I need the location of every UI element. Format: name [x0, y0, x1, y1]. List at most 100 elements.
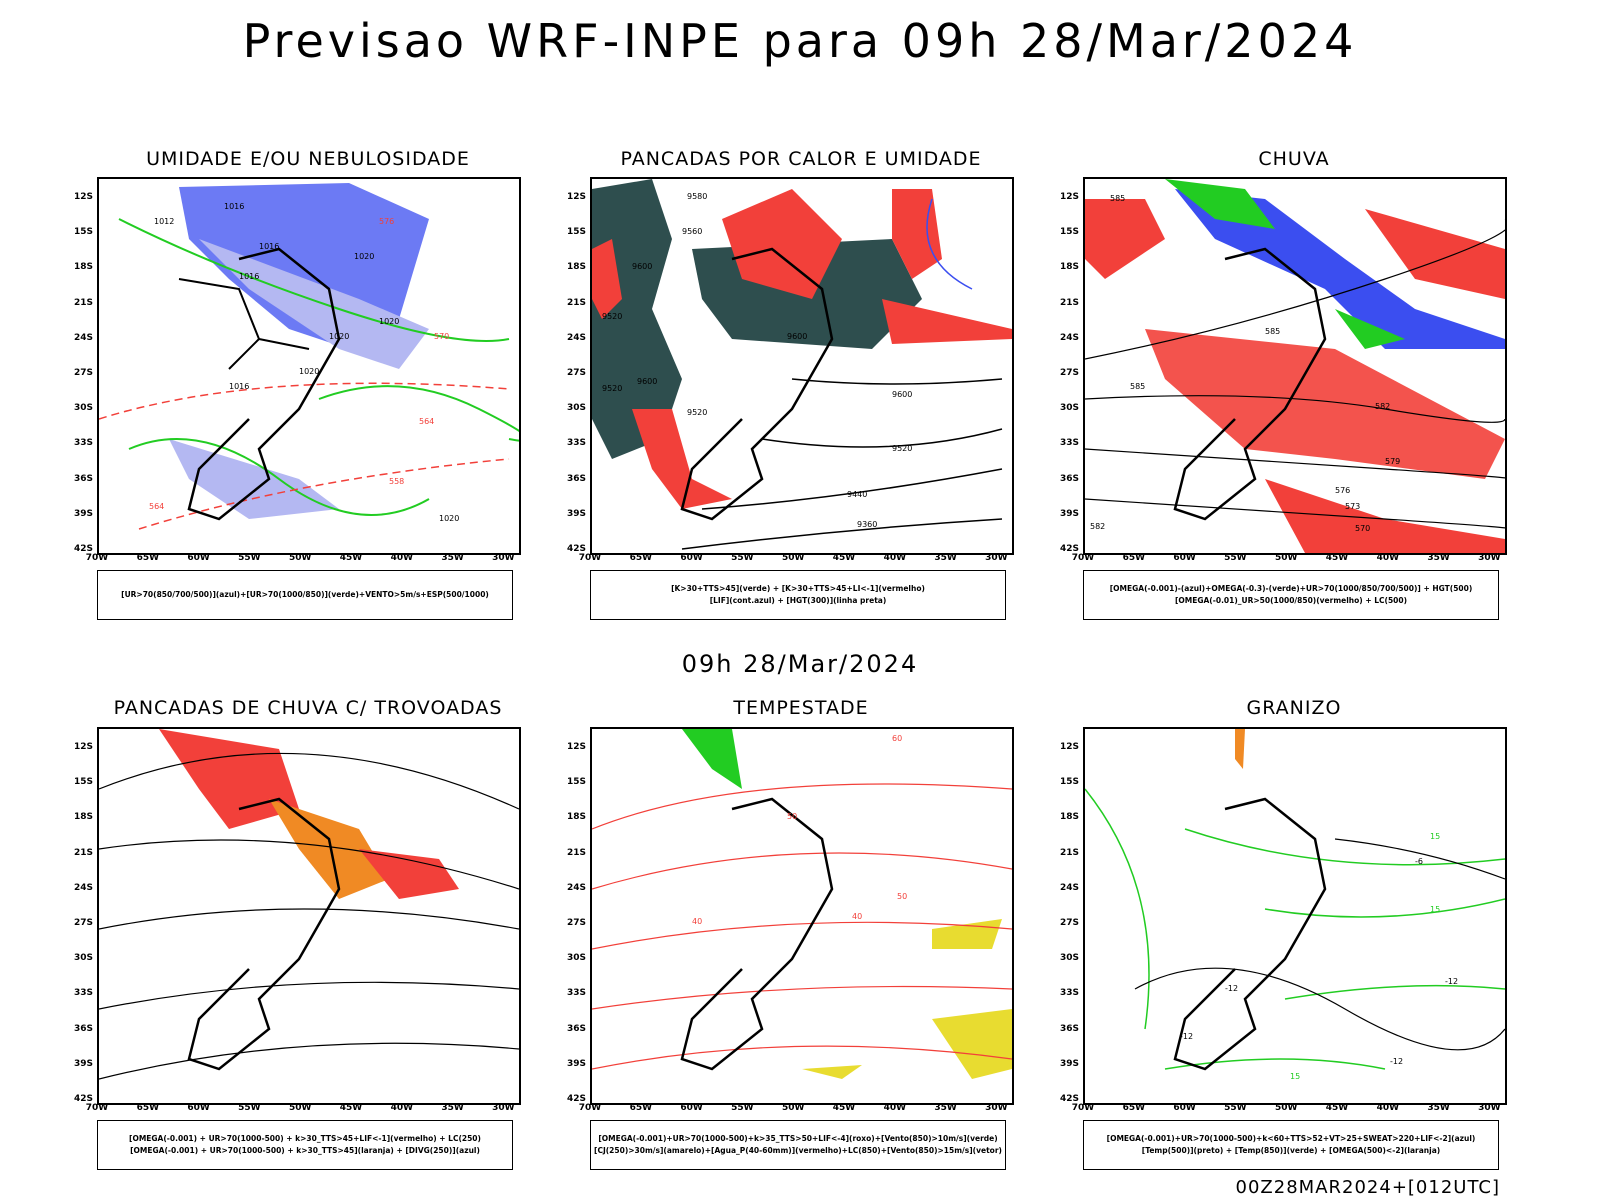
contour-label: 9600	[787, 332, 807, 341]
lon-tick-label: 45W	[339, 553, 363, 563]
contour-label: 585	[1130, 382, 1145, 391]
lon-tick-label: 40W	[390, 1103, 414, 1113]
lat-tick-label: 33S	[1059, 438, 1079, 449]
contour-label: 9360	[857, 520, 877, 529]
contour-label: -12	[1390, 1057, 1403, 1066]
contour-label: 50	[897, 892, 907, 901]
lon-tick-label: 30W	[492, 553, 515, 563]
map-tempestade[interactable]: 60 50 40 50 40	[590, 727, 1014, 1105]
lat-tick-label: 27S	[566, 368, 586, 378]
hgt-contour-2	[761, 428, 1003, 448]
lon-tick-label: 30W	[1478, 553, 1501, 563]
red-area-2	[1145, 329, 1505, 479]
contour-label: 9600	[637, 377, 657, 386]
panel-title-pancadas-calor: PANCADAS POR CALOR E UMIDADE	[620, 148, 982, 170]
lat-tick-label: 33S	[73, 438, 93, 449]
thickness-contour-2	[138, 458, 510, 530]
red-area	[722, 189, 842, 299]
red-contour-2	[592, 852, 1012, 890]
streamline-4	[99, 981, 519, 1010]
contour-label: 1016	[224, 202, 244, 211]
lon-tick-label: 55W	[238, 553, 261, 563]
lat-tick-label: 27S	[73, 368, 93, 378]
lat-tick-label: 15S	[73, 777, 93, 788]
contour-label: 50	[787, 812, 797, 821]
run-stamp: 00Z28MAR2024+[012UTC]	[1235, 1177, 1500, 1198]
contour-label: 40	[852, 912, 862, 921]
lat-tick-label: 21S	[1059, 847, 1079, 858]
lon-tick-label: 55W	[1224, 553, 1247, 563]
lon-tick-label: 40W	[883, 553, 907, 563]
legend-line: [OMEGA(-0.001) + UR>70(1000-500) + k>30_…	[129, 1134, 481, 1143]
hgt-contour-3	[701, 468, 1003, 510]
hgt-contour-4	[681, 518, 1003, 550]
lat-tick-label: 42S	[73, 544, 93, 554]
map-pancadas-calor[interactable]: 9580 9560 9600 9520 9600 9600 9520 9600 …	[590, 177, 1014, 555]
contour-label: 1016	[259, 242, 279, 251]
contour-label: 9560	[682, 227, 702, 236]
coastline	[680, 247, 834, 521]
lon-tick-label: 30W	[1478, 1103, 1501, 1113]
map-umidade[interactable]: 1016 1012 1016 1016 1020 1020 1020 1016 …	[97, 177, 521, 555]
contour-label: 1020	[299, 367, 319, 376]
lat-tick-label: 36S	[566, 1023, 586, 1034]
middle-title: 09h 28/Mar/2024	[681, 650, 919, 678]
lon-tick-label: 50W	[781, 1103, 805, 1113]
lon-tick-label: 40W	[1376, 1103, 1400, 1113]
legend-umidade: [UR>70(850/700/500)](azul)+[UR>70(1000/8…	[97, 570, 513, 620]
lat-tick-label: 39S	[1059, 1058, 1079, 1069]
omega-area	[1235, 729, 1245, 769]
red-contour-4	[592, 985, 1012, 1010]
legend-trovoadas: [OMEGA(-0.001) + UR>70(1000-500) + k>30_…	[97, 1120, 513, 1170]
lat-tick-label: 18S	[566, 812, 586, 823]
lat-tick-label: 12S	[73, 192, 93, 202]
contour-label: 1016	[239, 272, 259, 281]
contour-label: -6	[1415, 857, 1423, 866]
red-area-5	[592, 239, 622, 319]
coastline	[680, 797, 834, 1071]
lon-tick-label: 70W	[1071, 553, 1095, 563]
legend-line: [UR>70(850/700/500)](azul)+[UR>70(1000/8…	[121, 590, 489, 599]
contour-label: 564	[149, 502, 164, 511]
map-granizo[interactable]: -6 15 15 -12 -12 -12 -12 15	[1083, 727, 1507, 1105]
contour-label: 1020	[439, 514, 459, 523]
map-chuva[interactable]: 585 585 585 582 579 576 573 570 582	[1083, 177, 1507, 555]
lat-tick-label: 27S	[1059, 918, 1079, 928]
lon-tick-label: 55W	[238, 1103, 261, 1113]
lat-tick-label: 12S	[566, 192, 586, 202]
contour-label: 1012	[154, 217, 174, 226]
lat-tick-label: 36S	[73, 473, 93, 484]
contour-label: 1020	[354, 252, 374, 261]
lat-tick-label: 42S	[73, 1094, 93, 1104]
lat-tick-label: 21S	[73, 847, 93, 858]
panel-title-trovoadas: PANCADAS DE CHUVA C/ TROVOADAS	[113, 697, 503, 719]
lat-tick-label: 33S	[566, 438, 586, 449]
map-trovoadas[interactable]	[97, 727, 521, 1105]
legend-line: [CJ(250)>30m/s](amarelo)+[Agua_P(40-60mm…	[594, 1146, 1002, 1155]
lon-tick-label: 35W	[1427, 553, 1450, 563]
contour-label: 558	[389, 477, 404, 486]
panel-title-tempestade: TEMPESTADE	[733, 697, 869, 719]
lon-tick-label: 70W	[1071, 1103, 1095, 1113]
coastline	[187, 247, 341, 521]
lon-tick-label: 65W	[136, 1103, 160, 1113]
lat-tick-label: 39S	[566, 508, 586, 519]
lat-tick-label: 24S	[73, 332, 93, 343]
legend-chuva: [OMEGA(-0.001)-(azul)+OMEGA(-0.3)-(verde…	[1083, 570, 1499, 620]
temp850-contour-2	[1184, 828, 1505, 866]
contour-label: 15	[1430, 905, 1440, 914]
lat-tick-label: 21S	[566, 847, 586, 858]
lon-tick-label: 45W	[832, 553, 856, 563]
lon-tick-label: 40W	[883, 1103, 907, 1113]
contour-label: 564	[419, 417, 434, 426]
lat-tick-label: 27S	[1059, 368, 1079, 378]
humid-light-area	[199, 239, 429, 369]
lat-tick-label: 39S	[566, 1058, 586, 1069]
contour-label: 60	[892, 734, 902, 743]
blue-area	[1175, 189, 1505, 349]
lat-tick-label: 27S	[566, 918, 586, 928]
lon-tick-label: 60W	[187, 553, 210, 563]
red-contour-5	[592, 1045, 1012, 1070]
borders	[178, 278, 310, 370]
lat-tick-label: 30S	[566, 403, 586, 414]
